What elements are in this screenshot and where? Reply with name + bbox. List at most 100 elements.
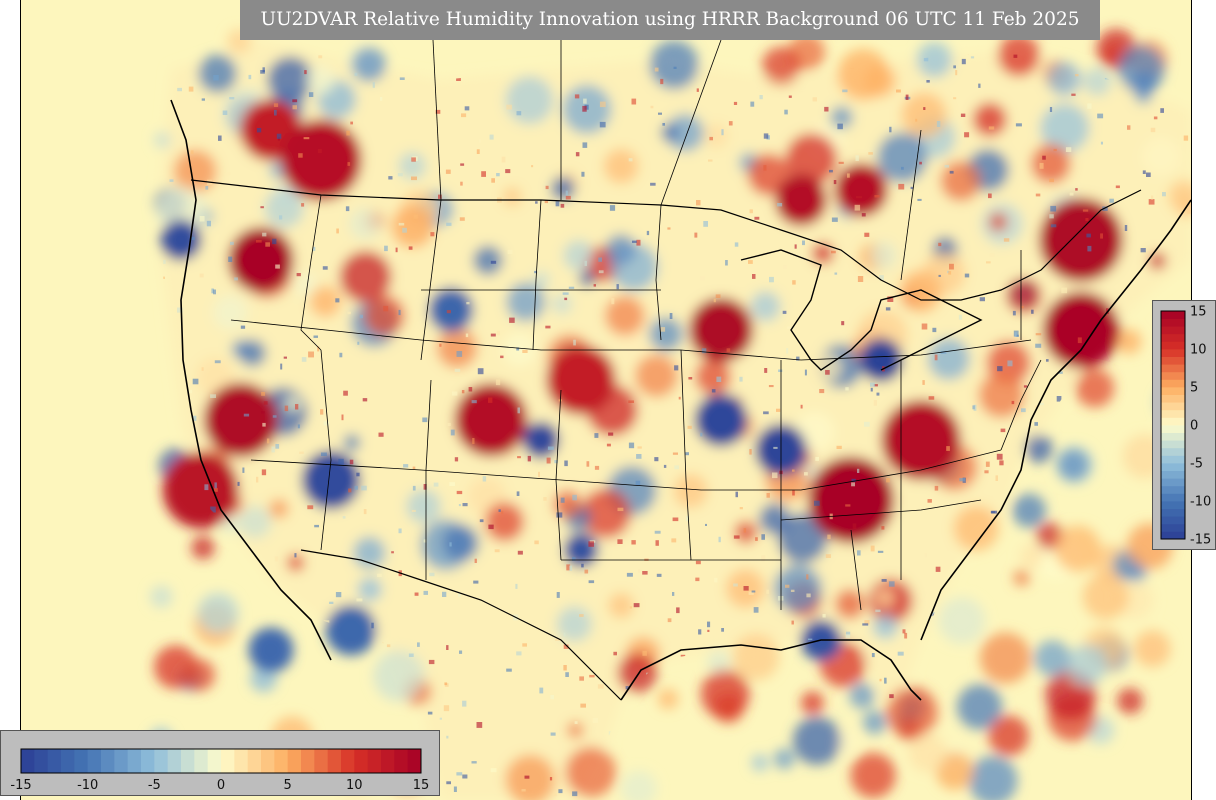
field-speck <box>1173 656 1180 660</box>
field-speck <box>314 524 319 528</box>
field-speck <box>688 377 693 380</box>
field-speck <box>701 348 707 354</box>
field-speck <box>187 389 193 394</box>
field-speck <box>265 242 270 247</box>
colorbar-bin <box>74 749 89 773</box>
field-blob <box>953 505 999 551</box>
field-speck <box>488 397 493 403</box>
field-speck <box>458 593 461 597</box>
field-speck <box>893 49 896 54</box>
field-speck <box>887 296 894 302</box>
field-speck <box>984 470 989 474</box>
field-speck <box>1142 170 1146 174</box>
field-speck <box>626 572 633 577</box>
field-speck <box>832 698 837 703</box>
colorbar-bin <box>1161 447 1185 456</box>
field-speck <box>242 467 245 473</box>
field-speck <box>662 123 665 126</box>
field-speck <box>721 628 724 632</box>
colorbar-bin <box>1161 455 1185 464</box>
field-blob <box>533 271 550 288</box>
field-blob <box>997 34 1040 77</box>
field-speck <box>213 74 219 81</box>
field-speck <box>797 716 800 721</box>
field-speck <box>695 560 701 565</box>
field-blob <box>812 352 843 383</box>
field-speck <box>338 458 344 465</box>
field-speck <box>210 394 216 398</box>
field-speck <box>273 103 279 107</box>
field-speck <box>876 392 880 396</box>
field-speck <box>934 354 938 361</box>
field-speck <box>574 721 578 724</box>
field-speck <box>778 369 783 372</box>
field-speck <box>320 720 325 726</box>
field-speck <box>695 577 700 582</box>
field-speck <box>616 284 619 290</box>
field-speck <box>716 376 722 382</box>
colorbar-bin <box>1161 501 1185 509</box>
field-speck <box>703 221 708 227</box>
field-speck <box>932 327 937 333</box>
field-speck <box>597 684 604 689</box>
field-blob <box>1082 573 1129 620</box>
field-speck <box>572 556 576 561</box>
field-speck <box>700 276 705 281</box>
field-speck <box>275 623 281 626</box>
field-speck <box>794 244 797 249</box>
colorbar-horizontal: -15 -10 -5 0 5 10 15 <box>0 730 440 796</box>
field-speck <box>545 185 549 190</box>
field-speck <box>1032 719 1036 725</box>
field-speck <box>1030 481 1034 487</box>
field-blob <box>563 239 595 272</box>
field-speck <box>211 288 214 294</box>
field-speck <box>1172 749 1176 752</box>
field-speck <box>324 706 329 710</box>
field-blob <box>363 295 405 337</box>
field-speck <box>192 378 199 385</box>
field-speck <box>214 360 221 364</box>
field-speck <box>218 135 222 141</box>
field-speck <box>951 584 954 587</box>
field-speck <box>964 273 970 278</box>
field-blob <box>877 132 928 183</box>
field-blob <box>565 746 616 798</box>
field-speck <box>172 557 176 563</box>
field-speck <box>599 101 606 108</box>
colorbar-bin <box>127 749 142 773</box>
colorbar-bin <box>1161 409 1185 418</box>
field-speck <box>628 442 635 449</box>
field-speck <box>476 722 483 728</box>
field-speck <box>1115 794 1118 799</box>
field-blob-positive <box>881 400 961 480</box>
field-blob <box>506 282 546 322</box>
field-blob <box>239 339 266 367</box>
field-speck <box>819 389 825 394</box>
field-speck <box>685 452 689 456</box>
field-speck <box>861 213 866 217</box>
field-speck <box>791 620 794 625</box>
field-speck <box>1047 766 1052 771</box>
field-speck <box>1021 408 1026 413</box>
field-speck <box>479 519 484 523</box>
field-speck <box>1099 623 1103 628</box>
field-speck <box>458 504 461 507</box>
field-speck <box>718 780 722 786</box>
field-speck <box>544 200 548 204</box>
field-blob <box>968 755 1018 800</box>
field-speck <box>672 517 679 522</box>
field-blob <box>1134 630 1171 667</box>
field-speck <box>997 366 1003 372</box>
colorbar-bin <box>154 749 169 773</box>
field-blob <box>391 205 435 248</box>
field-speck <box>769 276 774 283</box>
field-speck <box>555 201 560 207</box>
colorbar-vertical-tick-label: 0 <box>1190 419 1198 434</box>
field-speck <box>408 653 414 657</box>
field-speck <box>755 719 762 725</box>
field-speck <box>935 566 941 572</box>
field-speck <box>456 77 461 81</box>
field-speck <box>1135 767 1142 774</box>
field-speck <box>1011 400 1015 405</box>
field-blob <box>940 160 982 202</box>
